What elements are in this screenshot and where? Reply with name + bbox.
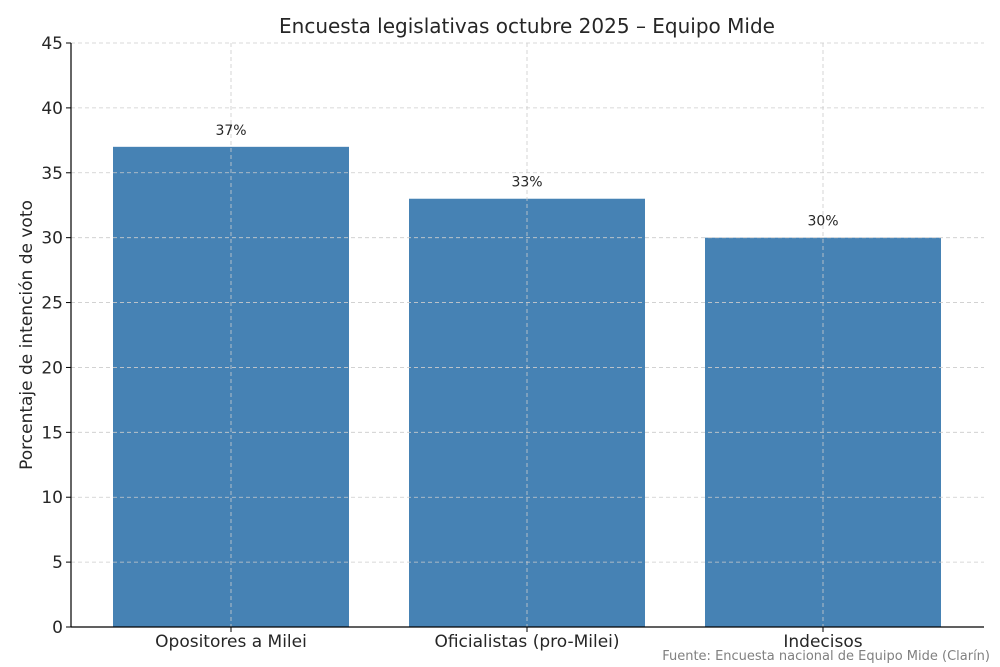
y-tick-label: 10 (41, 488, 63, 508)
bar-value-labels: 37% 33% 30% (215, 123, 838, 230)
y-tick-label: 0 (52, 618, 63, 638)
y-tick-label: 35 (41, 164, 63, 184)
grid-lines (71, 42, 984, 627)
source-note: Fuente: Encuesta nacional de Equipo Mide… (662, 649, 990, 664)
y-tick-label: 5 (52, 553, 63, 573)
y-tick-label: 30 (41, 229, 63, 249)
y-axis-ticks: 0 5 10 15 20 25 30 35 40 45 (41, 34, 71, 638)
y-axis-label: Porcentaje de intención de voto (17, 200, 37, 470)
x-tick-label: Indecisos (783, 632, 862, 652)
y-tick-label: 40 (41, 99, 63, 119)
bar-value-label: 33% (511, 175, 542, 191)
y-tick-label: 20 (41, 358, 63, 378)
y-tick-label: 45 (41, 34, 63, 54)
bar-value-label: 37% (215, 123, 246, 139)
bar-value-label: 30% (807, 214, 838, 230)
x-tick-label: Oficialistas (pro-Milei) (434, 632, 619, 652)
y-tick-label: 25 (41, 294, 63, 314)
x-tick-label: Opositores a Milei (155, 632, 307, 652)
y-tick-label: 15 (41, 423, 63, 443)
x-axis-ticks: Opositores a Milei Oficialistas (pro-Mile… (155, 627, 863, 652)
chart-title: Encuesta legislativas octubre 2025 – Equ… (279, 14, 775, 38)
